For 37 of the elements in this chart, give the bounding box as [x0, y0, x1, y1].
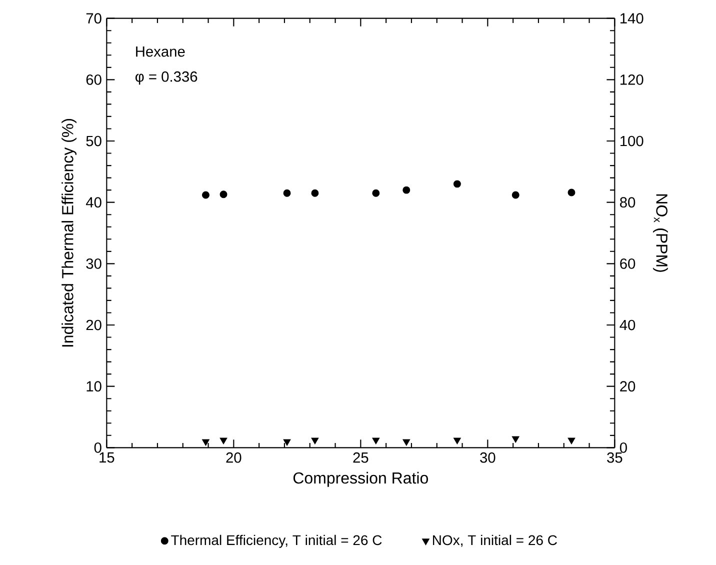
y-tick-label: 20	[86, 320, 102, 330]
y2-tick-label: 60	[620, 258, 636, 269]
annotation: Hexane	[136, 46, 185, 57]
point	[202, 191, 210, 199]
point	[453, 180, 461, 188]
x-tick-label: 35	[607, 452, 622, 463]
y2-axis-title: NO$_{x}$ (PPM)	[653, 194, 668, 272]
legend-label: NOx, T initial = 26 C	[433, 534, 557, 547]
x-axis-title: Compression Ratio	[293, 472, 428, 487]
x-tick-label: 25	[353, 452, 368, 463]
legend-label: Thermal Efficiency, T initial = 26 C	[171, 534, 382, 548]
point	[402, 186, 410, 194]
y2-tick-label: 0	[620, 442, 627, 453]
y2-tick-label: 140	[620, 13, 644, 24]
x-tick-label: 30	[480, 452, 496, 463]
y2-tick-label: 40	[620, 320, 636, 330]
point	[311, 189, 319, 197]
x-tick-label: 15	[100, 452, 114, 463]
point	[372, 189, 380, 197]
y-tick-label: 30	[86, 258, 102, 269]
y-tick-label: 50	[86, 136, 102, 146]
point	[283, 189, 291, 197]
point	[512, 191, 520, 199]
point	[220, 190, 228, 198]
y-tick-label: 70	[86, 13, 102, 24]
y2-tick-label: 120	[620, 74, 644, 85]
y-tick-label: 0	[94, 442, 102, 453]
annotation: φ = 0.336	[135, 71, 198, 85]
x-tick-label: 20	[226, 452, 242, 463]
point	[568, 188, 576, 196]
y2-tick-label: 100	[620, 136, 644, 146]
y2-tick-label: 80	[620, 197, 636, 208]
y-axis-title: Indicated Thermal Efficiency (%)	[62, 119, 76, 347]
y-tick-label: 60	[86, 74, 102, 85]
y-tick-label: 10	[86, 381, 102, 392]
y-tick-label: 40	[86, 197, 102, 208]
y2-tick-label: 20	[620, 381, 636, 392]
